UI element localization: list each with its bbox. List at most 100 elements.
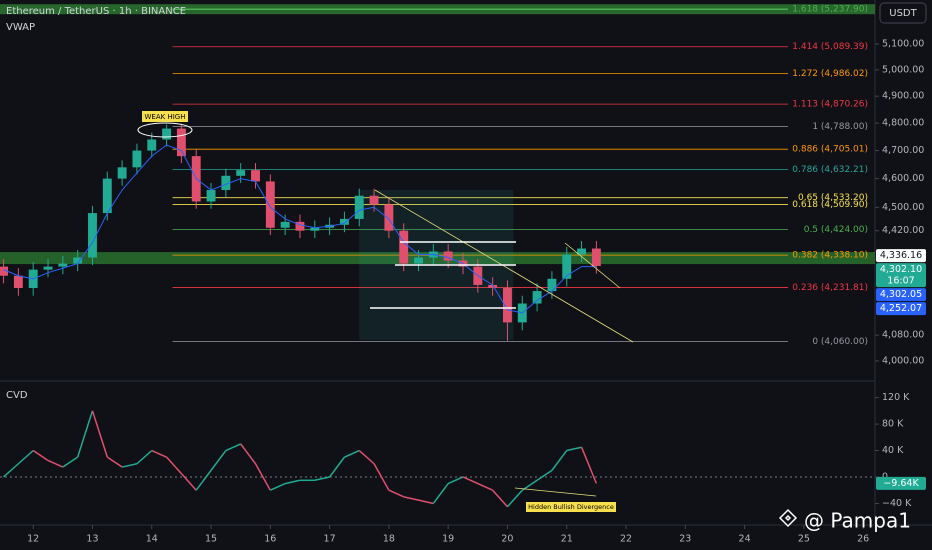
candle-body xyxy=(577,248,587,255)
cvd-y-tick-label: 120 K xyxy=(882,392,910,403)
annotation-box xyxy=(526,502,616,512)
cvd-segment xyxy=(32,449,49,462)
candle-body xyxy=(310,227,320,231)
candle-body xyxy=(591,248,601,266)
cvd-segment xyxy=(536,469,553,481)
candle-body xyxy=(339,218,349,225)
candle-body xyxy=(443,251,453,261)
watermark: @ Pampa1 xyxy=(804,509,911,533)
cvd-segment xyxy=(329,456,346,478)
cvd-segment xyxy=(3,463,19,478)
candle-body xyxy=(399,230,409,264)
fib-label: 0 (4,060.00) xyxy=(812,337,868,347)
price-label: 4,336.16 xyxy=(880,250,922,261)
candle-body xyxy=(236,170,246,176)
candle-body xyxy=(503,288,512,323)
cvd-segment xyxy=(180,473,197,491)
price-label: 4,252.07 xyxy=(880,303,922,314)
cvd-segment xyxy=(121,463,138,468)
trendline xyxy=(564,242,621,289)
cvd-segment xyxy=(225,443,241,452)
cvd-segment xyxy=(447,476,464,485)
x-tick-label: 15 xyxy=(205,534,217,545)
annotation-box xyxy=(142,111,188,122)
currency-button[interactable] xyxy=(879,2,927,24)
fib-label: 1.272 (4,986.02) xyxy=(792,69,868,79)
fib-label: 0.618 (4,509.90) xyxy=(792,200,868,210)
cvd-segment xyxy=(551,450,568,471)
annotation: WEAK HIGH xyxy=(145,113,186,121)
price-label-box xyxy=(876,249,926,263)
cvd-segment xyxy=(76,410,94,458)
y-tick-label: 4,000.00 xyxy=(882,355,924,366)
fib-label: 0.65 (4,533.20) xyxy=(798,193,868,203)
cvd-segment xyxy=(388,489,405,498)
annotation: Hidden Bullish Divergence xyxy=(528,503,614,511)
cvd-segment xyxy=(91,410,109,458)
cvd-segment xyxy=(240,443,257,465)
candle-body xyxy=(58,263,68,267)
cvd-segment xyxy=(166,456,182,475)
cvd-segment xyxy=(106,456,123,468)
candle-body xyxy=(176,128,186,157)
candle-body xyxy=(251,170,260,182)
cvd-segment xyxy=(151,449,167,458)
x-tick-label: 21 xyxy=(561,534,573,545)
cvd-segment xyxy=(418,499,434,505)
cvd-segment xyxy=(284,479,301,485)
x-tick-label: 22 xyxy=(620,534,632,545)
candle-body xyxy=(547,278,557,292)
y-tick-label: 4,900.00 xyxy=(882,91,924,102)
candle-body xyxy=(295,221,305,231)
candle-body xyxy=(88,213,97,258)
price-label-box xyxy=(876,288,926,302)
trendline xyxy=(374,189,634,343)
candle-body xyxy=(43,266,53,270)
price-label-box xyxy=(876,302,926,316)
candle-body xyxy=(162,128,172,140)
fib-label: 1.414 (5,089.39) xyxy=(792,42,868,52)
cvd-y-tick-label: 80 K xyxy=(882,419,904,430)
x-tick-label: 14 xyxy=(146,534,158,545)
candle-body xyxy=(354,195,364,219)
candle-body xyxy=(132,150,142,168)
fib-label: 1 (4,788.00) xyxy=(812,122,868,132)
cvd-last-box xyxy=(876,476,926,490)
candle-body xyxy=(369,195,379,205)
price-label: 4,302.05 xyxy=(880,289,922,300)
y-tick-label: 5,100.00 xyxy=(882,39,924,50)
fib-label: 0.886 (4,705.01) xyxy=(792,145,868,155)
x-tick-label: 19 xyxy=(442,534,454,545)
x-tick-label: 25 xyxy=(798,534,810,545)
x-tick-label: 18 xyxy=(383,534,395,545)
x-tick-label: 23 xyxy=(679,534,691,545)
candle-body xyxy=(562,254,572,279)
candle-body xyxy=(147,139,157,151)
x-tick-label: 17 xyxy=(324,534,336,545)
candle-body xyxy=(117,167,127,179)
watermark-logo xyxy=(778,508,798,528)
candle-body xyxy=(206,190,216,202)
cvd-y-tick-label: 40 K xyxy=(882,445,904,456)
fib-label: 0.382 (4,338.10) xyxy=(792,251,868,261)
title: Ethereum / TetherUS · 1h · BINANCE xyxy=(6,6,186,17)
cvd-segment xyxy=(254,463,271,491)
cvd-segment xyxy=(506,489,523,508)
y-tick-label: 4,600.00 xyxy=(882,173,924,184)
x-tick-label: 24 xyxy=(739,534,751,545)
cvd-label: CVD xyxy=(6,390,28,401)
cvd-segment xyxy=(62,456,79,468)
fib-label: 1.618 (5,237.90) xyxy=(792,5,868,15)
candle-body xyxy=(280,221,290,228)
x-tick-label: 16 xyxy=(264,534,276,545)
y-tick-label: 4,800.00 xyxy=(882,118,924,129)
y-tick-label: 4,500.00 xyxy=(882,202,924,213)
cvd-segment xyxy=(358,449,375,465)
cvd-segment xyxy=(432,483,449,504)
x-tick-label: 13 xyxy=(86,534,98,545)
cvd-segment xyxy=(314,476,330,482)
cvd-segment xyxy=(373,463,390,491)
y-tick-label: 5,000.00 xyxy=(882,64,924,75)
